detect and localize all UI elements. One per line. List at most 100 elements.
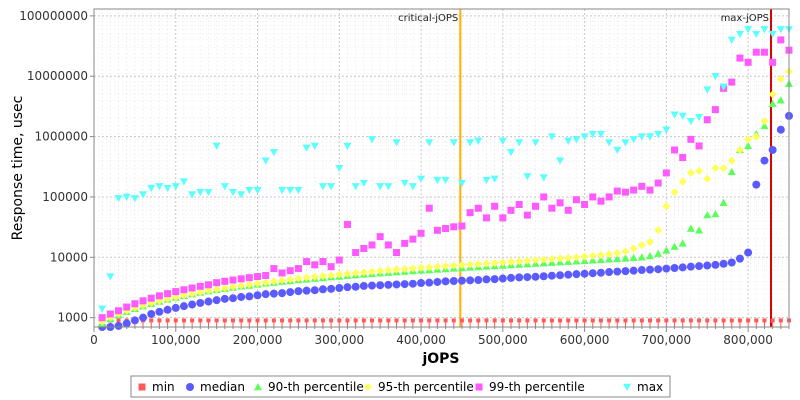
data-point [190,318,195,323]
data-point [213,279,221,287]
data-point [695,142,703,150]
data-point [760,48,768,56]
data-point [588,269,597,278]
y-tick-label: 100000000 [19,9,88,23]
data-point [654,249,663,257]
data-point [703,261,712,270]
data-point [286,275,295,284]
data-point [122,319,131,328]
data-point [458,222,466,230]
data-point [548,204,556,212]
data-point [237,292,246,301]
data-point [214,318,219,323]
data-point [490,258,499,267]
data-point [220,183,229,191]
data-point [255,318,260,323]
data-point [359,281,368,290]
data-point [735,30,744,39]
data-point [531,272,540,281]
data-point [318,271,327,280]
data-point [239,318,244,323]
data-point [337,318,342,323]
data-point [278,276,287,285]
data-point [222,318,227,323]
data-point [410,318,415,323]
data-point [623,318,628,323]
data-point [286,288,295,297]
data-point [457,276,466,285]
data-point [441,176,450,185]
data-point [425,204,433,212]
data-point [335,270,344,279]
data-point [294,287,303,296]
data-point [727,36,736,44]
data-point [384,241,392,249]
data-point [368,241,376,249]
data-point [402,318,407,323]
data-point [459,318,464,323]
data-point [139,313,148,322]
data-point [188,300,197,309]
data-point [318,285,327,294]
data-point [351,282,360,291]
data-point [680,318,685,323]
data-point [278,186,287,195]
data-point [607,318,612,323]
data-point [311,261,319,269]
data-point [441,277,450,286]
data-point [490,275,499,284]
data-point [245,292,254,301]
data-point [588,251,597,260]
data-point [212,142,221,150]
data-point [468,318,473,323]
legend: min median 90-th percentile 95-th percentil… [130,375,671,398]
data-point [754,318,759,323]
data-point [686,168,695,177]
data-point [304,318,309,323]
data-point [746,318,751,323]
data-point [220,283,229,292]
data-point [564,270,573,279]
data-point [582,318,587,323]
data-point [254,273,262,281]
data-point [229,294,237,303]
data-point [515,257,524,266]
data-point [320,318,325,323]
data-point [711,210,720,218]
data-point [198,318,203,323]
data-point [564,206,572,214]
data-point [386,318,391,323]
data-point [417,263,426,272]
data-point [343,142,352,150]
data-point [392,280,401,289]
data-point [384,280,393,289]
data-point [678,239,687,247]
data-point [122,193,131,201]
data-point [171,183,180,191]
data-point [703,116,711,124]
data-point [523,173,532,181]
data-point [106,273,115,281]
data-point [270,265,278,273]
data-point [171,303,180,312]
data-point [392,265,401,274]
x-tick-label: 100,000 [151,333,201,347]
data-point [574,318,579,323]
y-tick-label: 1000 [57,311,88,325]
data-point [400,179,409,188]
data-point [360,244,368,252]
data-point [525,318,530,323]
data-point [515,139,524,147]
data-point [343,269,352,278]
data-point [613,187,621,195]
data-point [204,286,213,295]
data-point [212,296,221,305]
data-point [580,133,589,141]
data-point [408,279,417,288]
data-point [662,126,671,134]
data-point [596,268,605,277]
series-max [98,26,793,313]
data-point [269,277,278,286]
data-point [417,229,425,237]
data-point [131,300,139,308]
